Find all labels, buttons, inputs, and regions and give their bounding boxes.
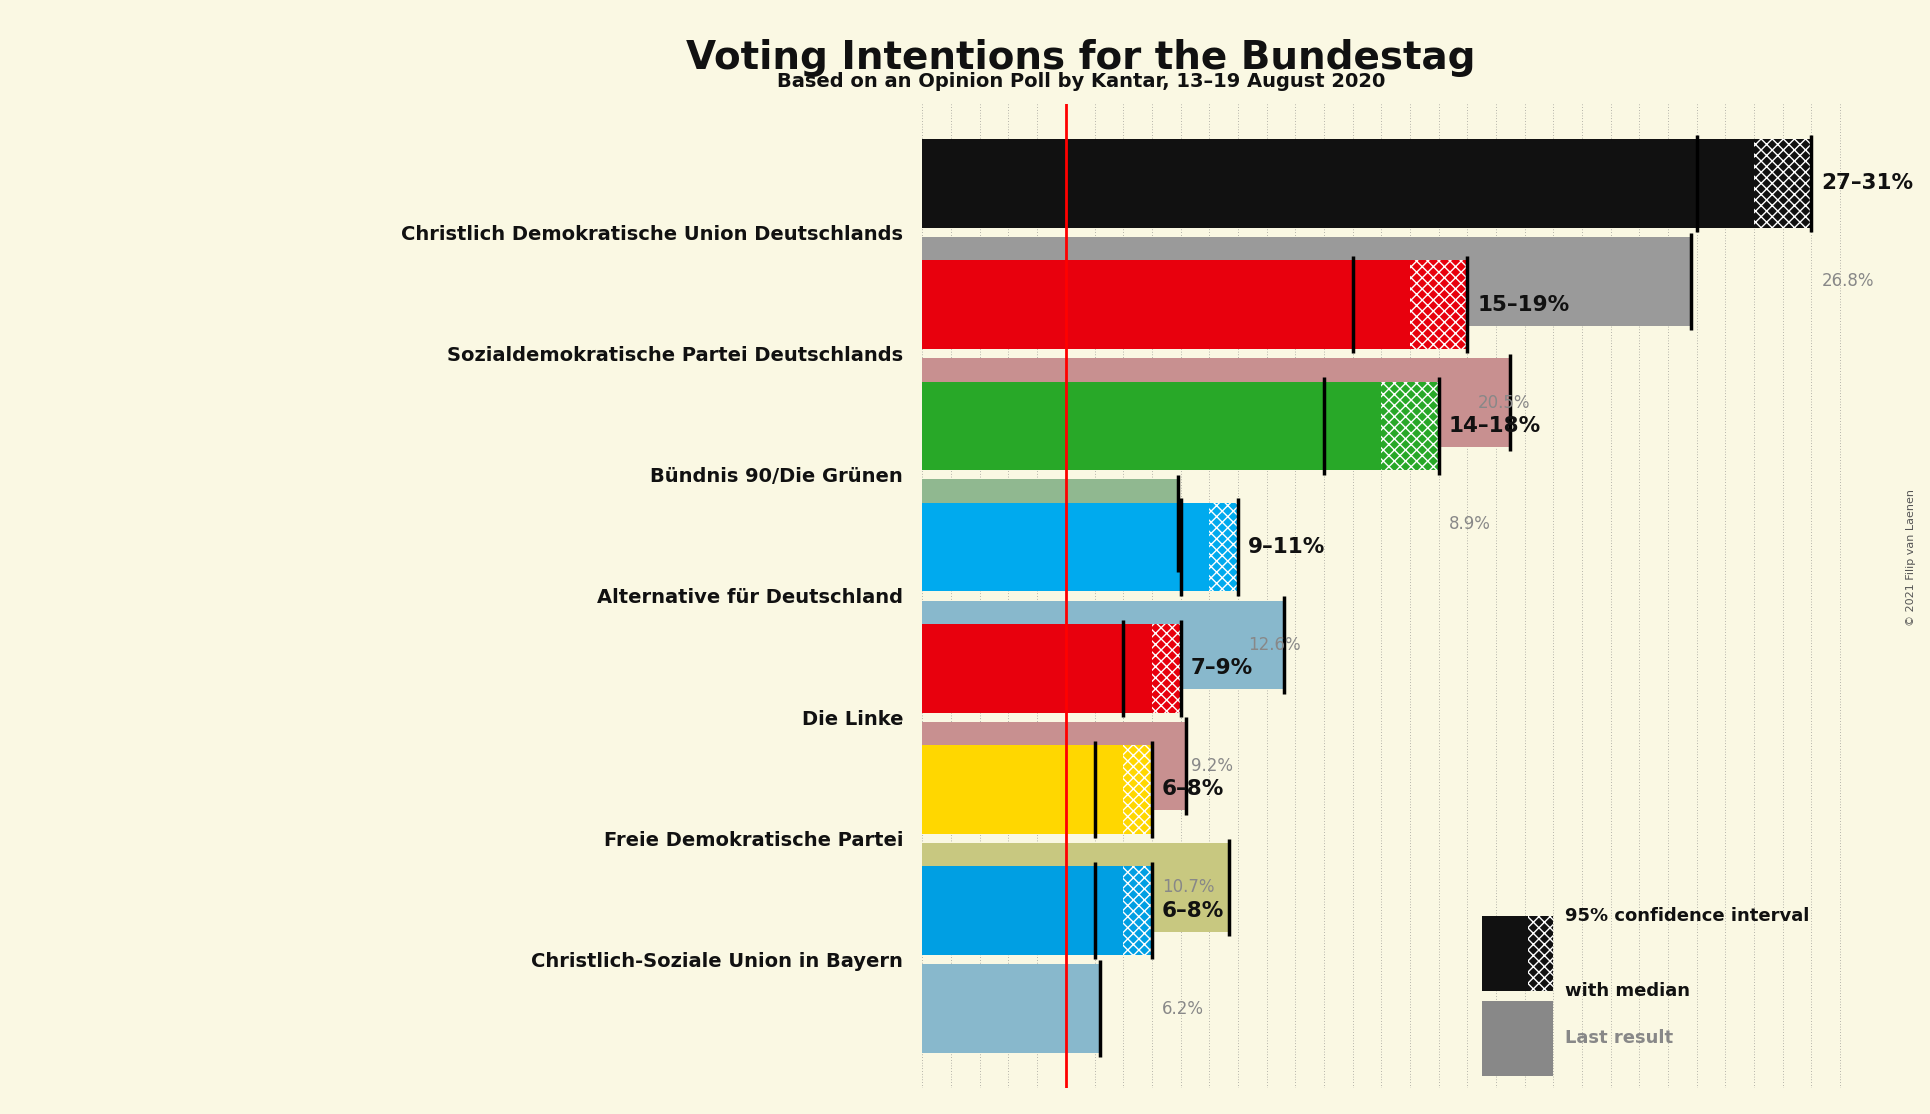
Text: 7–9%: 7–9%	[1191, 658, 1253, 678]
Text: 6.2%: 6.2%	[1162, 999, 1204, 1017]
Bar	[923, 624, 1152, 713]
Bar	[1123, 745, 1152, 833]
Bar	[923, 745, 1123, 833]
Text: 6–8%: 6–8%	[1162, 780, 1224, 800]
Bar	[923, 139, 1754, 227]
Text: 14–18%: 14–18%	[1449, 416, 1540, 436]
Bar	[923, 843, 1229, 931]
Text: © 2021 Filip van Laenen: © 2021 Filip van Laenen	[1907, 489, 1916, 625]
Bar	[1210, 502, 1237, 592]
Text: 26.8%: 26.8%	[1822, 272, 1874, 291]
Text: 20.5%: 20.5%	[1476, 393, 1530, 411]
Bar	[1152, 624, 1181, 713]
Bar	[923, 359, 1511, 447]
Text: 6–8%: 6–8%	[1162, 901, 1224, 920]
Bar	[1482, 916, 1527, 991]
Text: 95% confidence interval: 95% confidence interval	[1565, 908, 1808, 926]
Text: 10.7%: 10.7%	[1162, 878, 1214, 897]
Bar	[923, 381, 1382, 470]
Text: 8.9%: 8.9%	[1449, 515, 1490, 532]
Bar	[923, 237, 1691, 325]
Bar	[923, 479, 1177, 568]
Text: 15–19%: 15–19%	[1476, 294, 1569, 314]
Bar	[1527, 916, 1554, 991]
Text: Last result: Last result	[1565, 1029, 1673, 1047]
Bar	[923, 502, 1210, 592]
Bar	[923, 867, 1123, 955]
Text: Voting Intentions for the Bundestag: Voting Intentions for the Bundestag	[685, 39, 1476, 77]
Text: with median: with median	[1565, 983, 1691, 1000]
Text: 9.2%: 9.2%	[1191, 758, 1233, 775]
Bar	[923, 722, 1187, 811]
Bar	[1754, 139, 1812, 227]
Text: 27–31%: 27–31%	[1822, 174, 1913, 194]
Bar	[923, 261, 1411, 349]
Bar	[923, 965, 1100, 1053]
Bar	[1411, 261, 1467, 349]
Text: Based on an Opinion Poll by Kantar, 13–19 August 2020: Based on an Opinion Poll by Kantar, 13–1…	[776, 72, 1386, 91]
Text: 9–11%: 9–11%	[1249, 537, 1326, 557]
Bar	[923, 600, 1283, 690]
Text: 12.6%: 12.6%	[1249, 636, 1301, 654]
Bar	[1482, 1000, 1554, 1076]
Bar	[1123, 867, 1152, 955]
Bar	[1382, 381, 1438, 470]
